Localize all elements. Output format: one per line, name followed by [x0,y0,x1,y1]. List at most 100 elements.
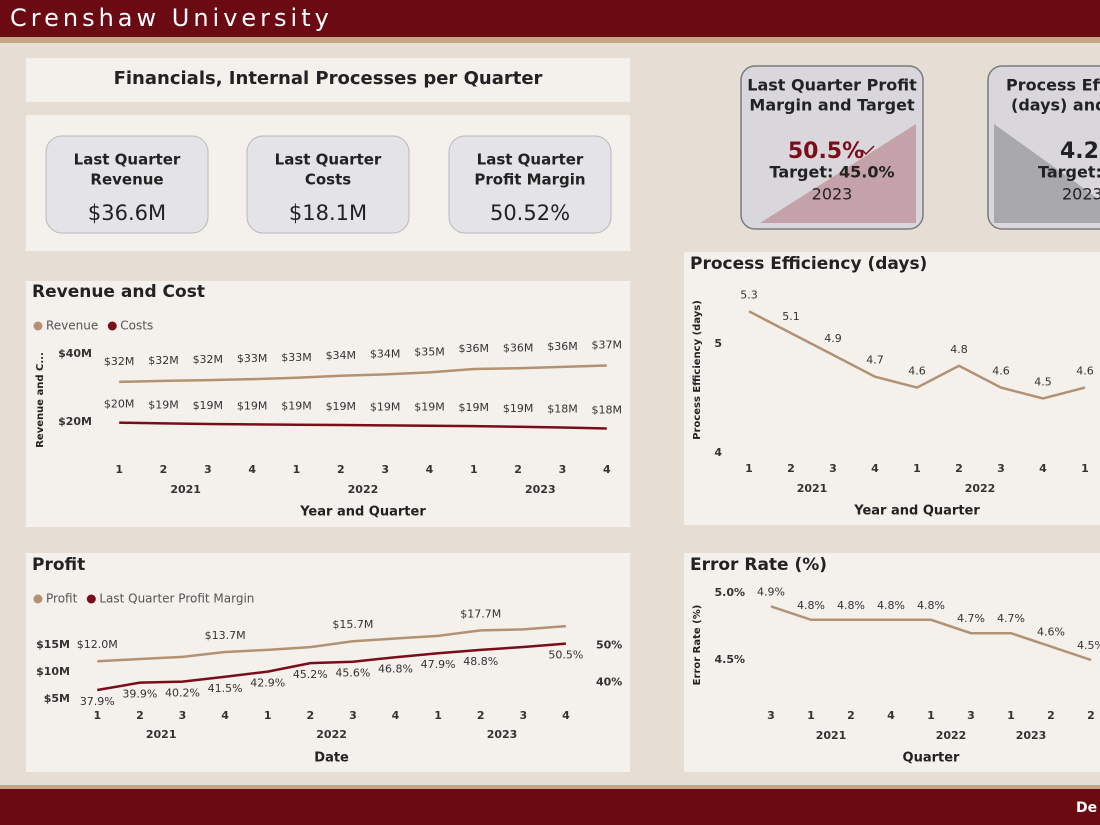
legend-label: Revenue [46,319,98,333]
x-tick-label: 3 [349,709,357,722]
data-label: $19M [503,402,534,415]
x-tick-label: 4 [887,709,895,722]
x-tick-label: 2 [136,709,144,722]
x-tick-label: 4 [248,463,256,476]
legend-marker [107,321,117,331]
data-label: $15.7M [332,618,373,631]
data-label: $37M [592,339,623,352]
data-label: 50.5% [548,649,583,662]
data-label: 39.9% [122,688,157,701]
kpi-value: $18.1M [289,201,367,225]
y2-tick-label: 50% [596,638,622,651]
x-group-label: 2022 [316,728,347,741]
kpi-value: 50.52% [490,201,570,225]
data-label: 40.2% [165,687,200,700]
y-tick-label: $5M [44,692,70,705]
x-tick-label: 4 [871,462,879,475]
x-tick-label: 1 [1081,462,1089,475]
data-label: 45.6% [335,667,370,680]
data-label: $32M [104,355,135,368]
x-tick-label: 2 [847,709,855,722]
x-group-label: 2021 [816,729,847,742]
x-tick-label: 1 [927,709,935,722]
y-tick-label: $10M [36,665,70,678]
x-tick-label: 1 [293,463,301,476]
check-icon [861,145,875,156]
x-group-label: 2021 [797,482,828,495]
target-card-title: (days) and [1011,96,1100,115]
data-label: $32M [148,354,179,367]
x-group-label: 2023 [487,728,518,741]
y-axis-title: Revenue and C... [35,352,46,448]
y-tick-label: $20M [58,415,92,428]
series-line [97,624,566,663]
data-label: $17.7M [460,607,501,620]
chart-title: Profit [32,555,85,575]
data-label: $18M [592,403,623,416]
data-label: $19M [326,400,357,413]
x-tick-label: 1 [807,709,815,722]
data-label: 4.9% [757,585,785,598]
kpi-card [246,135,410,234]
x-tick-label: 4 [603,463,611,476]
legend-label: Costs [120,319,153,333]
x-tick-label: 1 [93,709,101,722]
data-label: $34M [370,347,401,360]
series-line [748,310,1086,400]
data-label: $33M [281,351,312,364]
data-label: 4.6 [908,365,926,378]
data-label: $19M [237,399,268,412]
x-tick-label: 3 [967,709,975,722]
footer-text: De [1076,800,1097,816]
x-tick-label: 3 [204,463,212,476]
series-line [119,364,607,384]
y-tick-label: 5 [714,337,722,350]
x-tick-label: 3 [559,463,567,476]
x-tick-label: 1 [913,462,921,475]
data-label: $19M [370,400,401,413]
y-axis-title: Error Rate (%) [692,605,703,686]
data-label: 45.2% [293,668,328,681]
y-tick-label: 4 [714,446,722,459]
kpi-label: Last Quarter [74,151,181,169]
y-axis-title: Process Efficiency (days) [692,300,703,440]
x-tick-label: 2 [514,463,522,476]
x-tick-label: 3 [767,709,775,722]
x-tick-label: 2 [337,463,345,476]
target-card-year: 2023 [1062,185,1100,204]
data-label: $19M [148,398,179,411]
target-card-year: 2023 [812,185,853,204]
x-tick-label: 1 [1007,709,1015,722]
x-tick-label: 4 [221,709,229,722]
data-label: $19M [193,399,224,412]
title-panel [26,58,630,102]
kpi-value: $36.6M [88,201,166,225]
data-label: $12.0M [77,638,118,651]
x-axis-title: Year and Quarter [299,505,426,520]
kpi-label: Profit Margin [474,171,585,189]
data-label: 46.8% [378,662,413,675]
data-label: 4.8 [950,343,968,356]
legend-marker [33,321,43,331]
data-label: 4.7% [997,612,1025,625]
x-tick-label: 2 [306,709,314,722]
data-label: 4.8% [797,599,825,612]
x-axis-title: Date [314,751,349,766]
x-tick-label: 4 [426,463,434,476]
kpi-label: Last Quarter [275,151,382,169]
data-label: $13.7M [205,629,246,642]
data-label: 4.6 [992,365,1010,378]
section-title: Financials, Internal Processes per Quart… [114,68,543,89]
x-tick-label: 2 [1047,709,1055,722]
data-label: $32M [193,353,224,366]
target-card-title: Margin and Target [749,96,915,115]
data-label: 4.7 [866,354,884,367]
data-label: 4.8% [837,599,865,612]
x-axis-title: Year and Quarter [853,504,980,519]
y-tick-label: 4.5% [714,653,745,666]
data-label: 5.3 [740,288,758,301]
x-tick-label: 4 [1039,462,1047,475]
series-line [119,421,607,430]
